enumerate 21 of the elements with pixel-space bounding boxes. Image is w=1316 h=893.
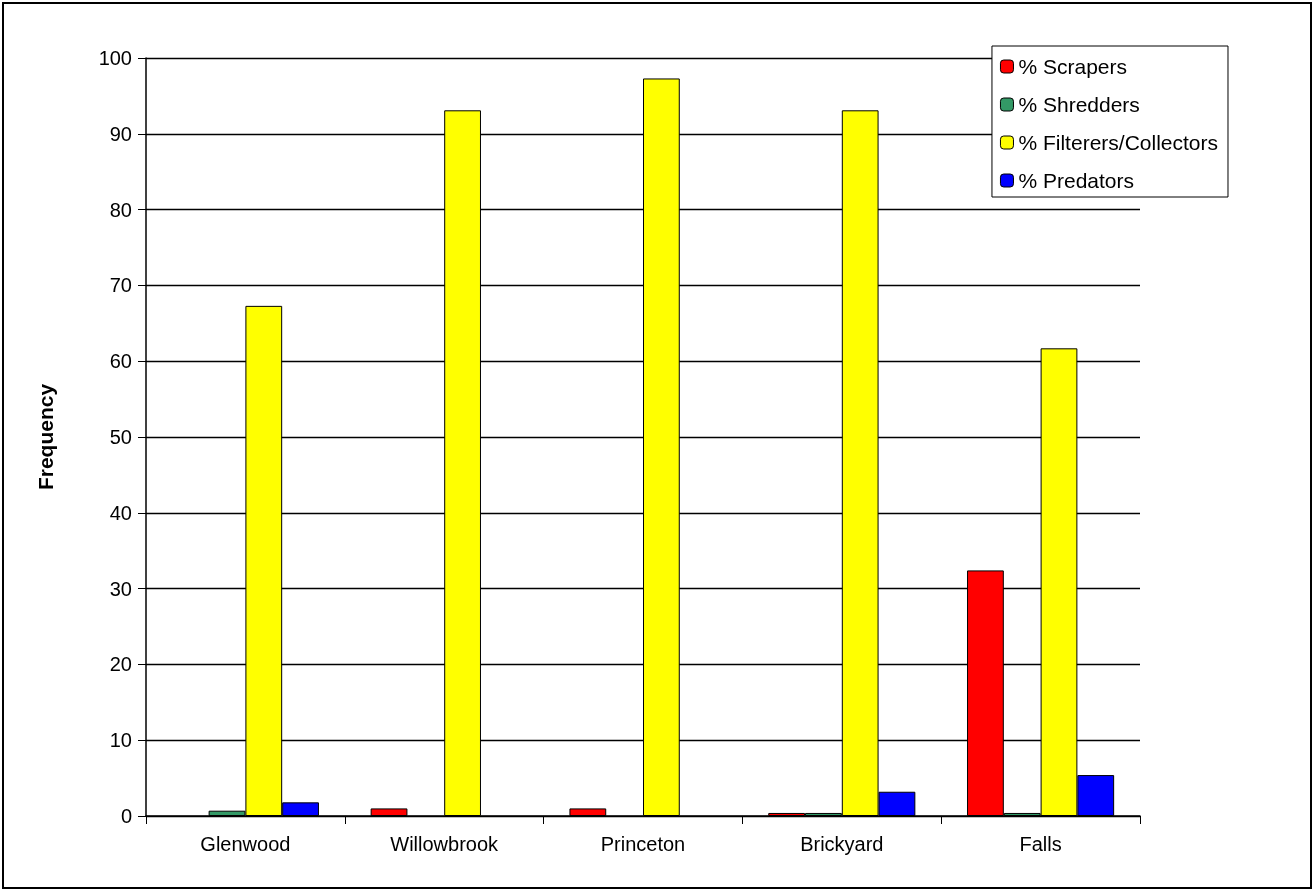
y-tick-label: 0: [120, 805, 132, 827]
y-tick-label: 10: [109, 729, 132, 752]
x-tick-label: Willowbrook: [390, 833, 500, 855]
y-tick-label: 40: [109, 501, 132, 524]
y-tick-label: 20: [109, 653, 132, 676]
y-tick-label: 60: [109, 350, 132, 373]
x-tick-label: Brickyard: [800, 833, 884, 855]
y-tick-label: 90: [109, 122, 132, 145]
x-tick-label: Glenwood: [200, 833, 291, 855]
legend-label: % Predators: [1018, 169, 1135, 192]
y-tick-label: 50: [109, 426, 132, 448]
x-tick-label: Princeton: [600, 833, 686, 855]
y-tick-label: 100: [98, 47, 132, 69]
y-tick-label: 30: [109, 577, 132, 600]
legend-label: % Shredders: [1018, 93, 1140, 116]
y-tick-label: 70: [109, 274, 132, 297]
y-tick-label: 80: [109, 198, 132, 221]
legend-label: % Filterers/Collectors: [1018, 131, 1219, 154]
legend-label: % Scrapers: [1018, 55, 1128, 78]
y-axis-title: Frequency: [34, 383, 57, 491]
x-tick-label: Falls: [1019, 833, 1062, 855]
